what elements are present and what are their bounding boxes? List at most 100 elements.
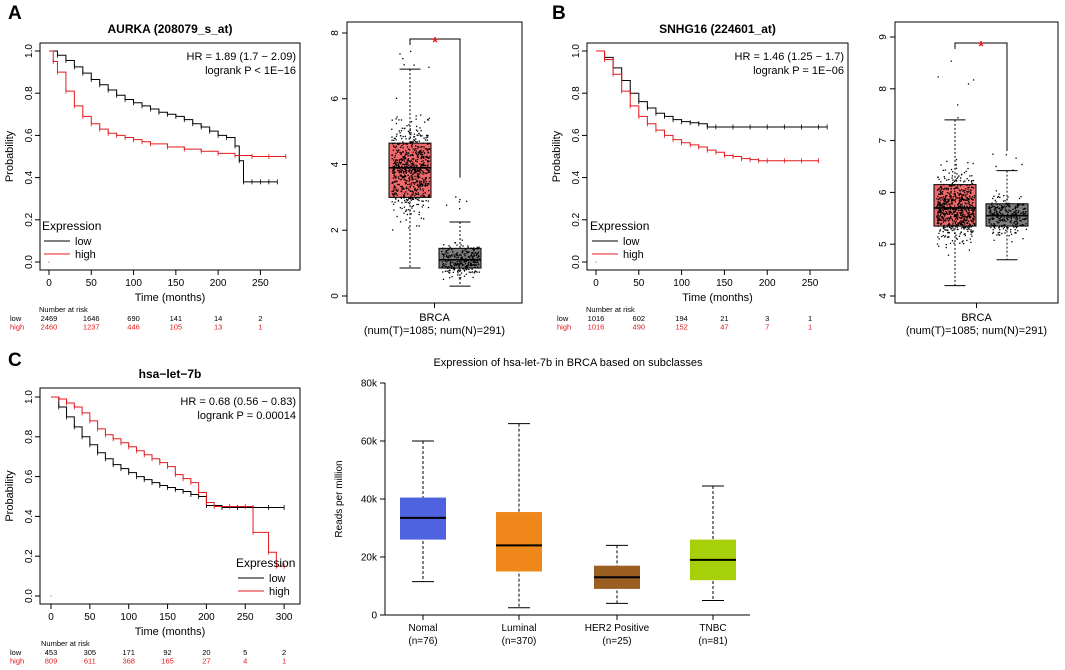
sample-point — [946, 211, 948, 214]
sample-point — [969, 175, 971, 177]
sample-point — [419, 185, 421, 187]
sample-point — [962, 226, 964, 228]
sample-point — [392, 172, 394, 174]
sample-point — [477, 248, 479, 250]
sample-point — [417, 193, 420, 196]
sample-point — [956, 226, 958, 228]
sample-point — [944, 198, 947, 201]
sample-point — [999, 220, 1001, 222]
sample-point — [968, 228, 970, 230]
sample-point — [943, 212, 945, 215]
sample-point — [1001, 205, 1003, 208]
sample-point — [417, 155, 419, 158]
sample-point — [950, 215, 952, 218]
sample-point — [417, 152, 419, 154]
sample-point — [400, 196, 402, 199]
sample-point — [442, 263, 444, 266]
sample-point — [993, 225, 996, 228]
sample-point — [944, 200, 947, 202]
sample-point — [401, 186, 403, 188]
sample-point — [422, 193, 424, 195]
sample-point — [462, 250, 464, 252]
sample-point — [961, 195, 963, 197]
sample-point — [391, 167, 394, 169]
sample-point — [969, 206, 972, 208]
risk-value: 47 — [720, 323, 728, 332]
sample-point — [961, 203, 963, 205]
sample-point — [957, 213, 959, 216]
sample-point — [938, 218, 940, 220]
sample-point — [954, 201, 957, 203]
sample-point — [959, 212, 962, 214]
sample-point — [937, 220, 939, 222]
sample-point — [406, 161, 409, 163]
sample-point — [1008, 216, 1010, 219]
category-count: (n=76) — [408, 636, 437, 647]
sample-point — [399, 174, 402, 176]
sample-point — [951, 198, 953, 200]
sample-point — [450, 264, 452, 267]
sample-point — [464, 255, 466, 257]
sample-point — [957, 224, 959, 226]
sample-point — [968, 217, 971, 219]
sample-point — [461, 267, 464, 270]
sample-point — [411, 190, 414, 193]
sample-point — [959, 217, 962, 219]
sample-point — [460, 263, 462, 265]
sample-point — [936, 222, 939, 224]
sample-point — [393, 139, 395, 142]
sample-point — [990, 206, 992, 209]
risk-row-name: low — [10, 314, 22, 323]
sample-point — [968, 214, 970, 216]
sample-point — [397, 143, 399, 145]
sample-point — [989, 213, 992, 215]
sample-point — [968, 206, 971, 208]
sample-point — [447, 252, 449, 254]
sample-point — [970, 191, 972, 194]
sample-point — [950, 206, 952, 208]
sample-point — [964, 180, 966, 182]
sample-point — [416, 184, 419, 186]
sample-point — [412, 192, 415, 194]
sample-point — [939, 187, 941, 189]
sample-point — [954, 195, 957, 198]
sample-point — [967, 199, 969, 201]
sample-point — [966, 190, 968, 193]
sample-point — [419, 180, 421, 182]
sample-point — [403, 194, 405, 196]
sample-point — [393, 209, 395, 211]
sample-point — [416, 225, 418, 227]
hr-annotation: logrank P < 1E−16 — [205, 65, 296, 77]
sample-point — [993, 218, 995, 220]
sample-point — [442, 247, 444, 249]
sample-point — [422, 184, 424, 186]
sample-point — [938, 201, 940, 203]
sample-point — [427, 160, 429, 162]
sample-point — [401, 127, 403, 129]
sample-point — [414, 175, 416, 178]
significance-bracket — [409, 38, 461, 178]
sample-point — [415, 152, 417, 154]
sample-point — [413, 167, 415, 169]
sample-point — [447, 249, 449, 251]
sample-point — [1008, 234, 1010, 237]
sample-point — [953, 220, 956, 222]
sample-point — [392, 145, 395, 147]
sample-point — [947, 187, 949, 189]
sample-point — [404, 174, 406, 176]
sample-point — [944, 177, 946, 180]
sample-point — [469, 262, 472, 264]
sample-point — [1022, 212, 1024, 214]
sample-point — [1006, 210, 1008, 212]
sample-point — [943, 220, 946, 222]
sample-point — [1007, 214, 1009, 217]
sample-point — [993, 211, 996, 214]
sample-point — [418, 211, 421, 213]
sample-point — [972, 222, 975, 224]
sample-point — [415, 138, 417, 140]
sample-point — [426, 134, 428, 137]
sample-point — [399, 135, 402, 137]
hr-annotation: logrank P = 1E−06 — [753, 65, 844, 77]
sample-point — [424, 172, 426, 174]
sample-point — [449, 261, 452, 264]
